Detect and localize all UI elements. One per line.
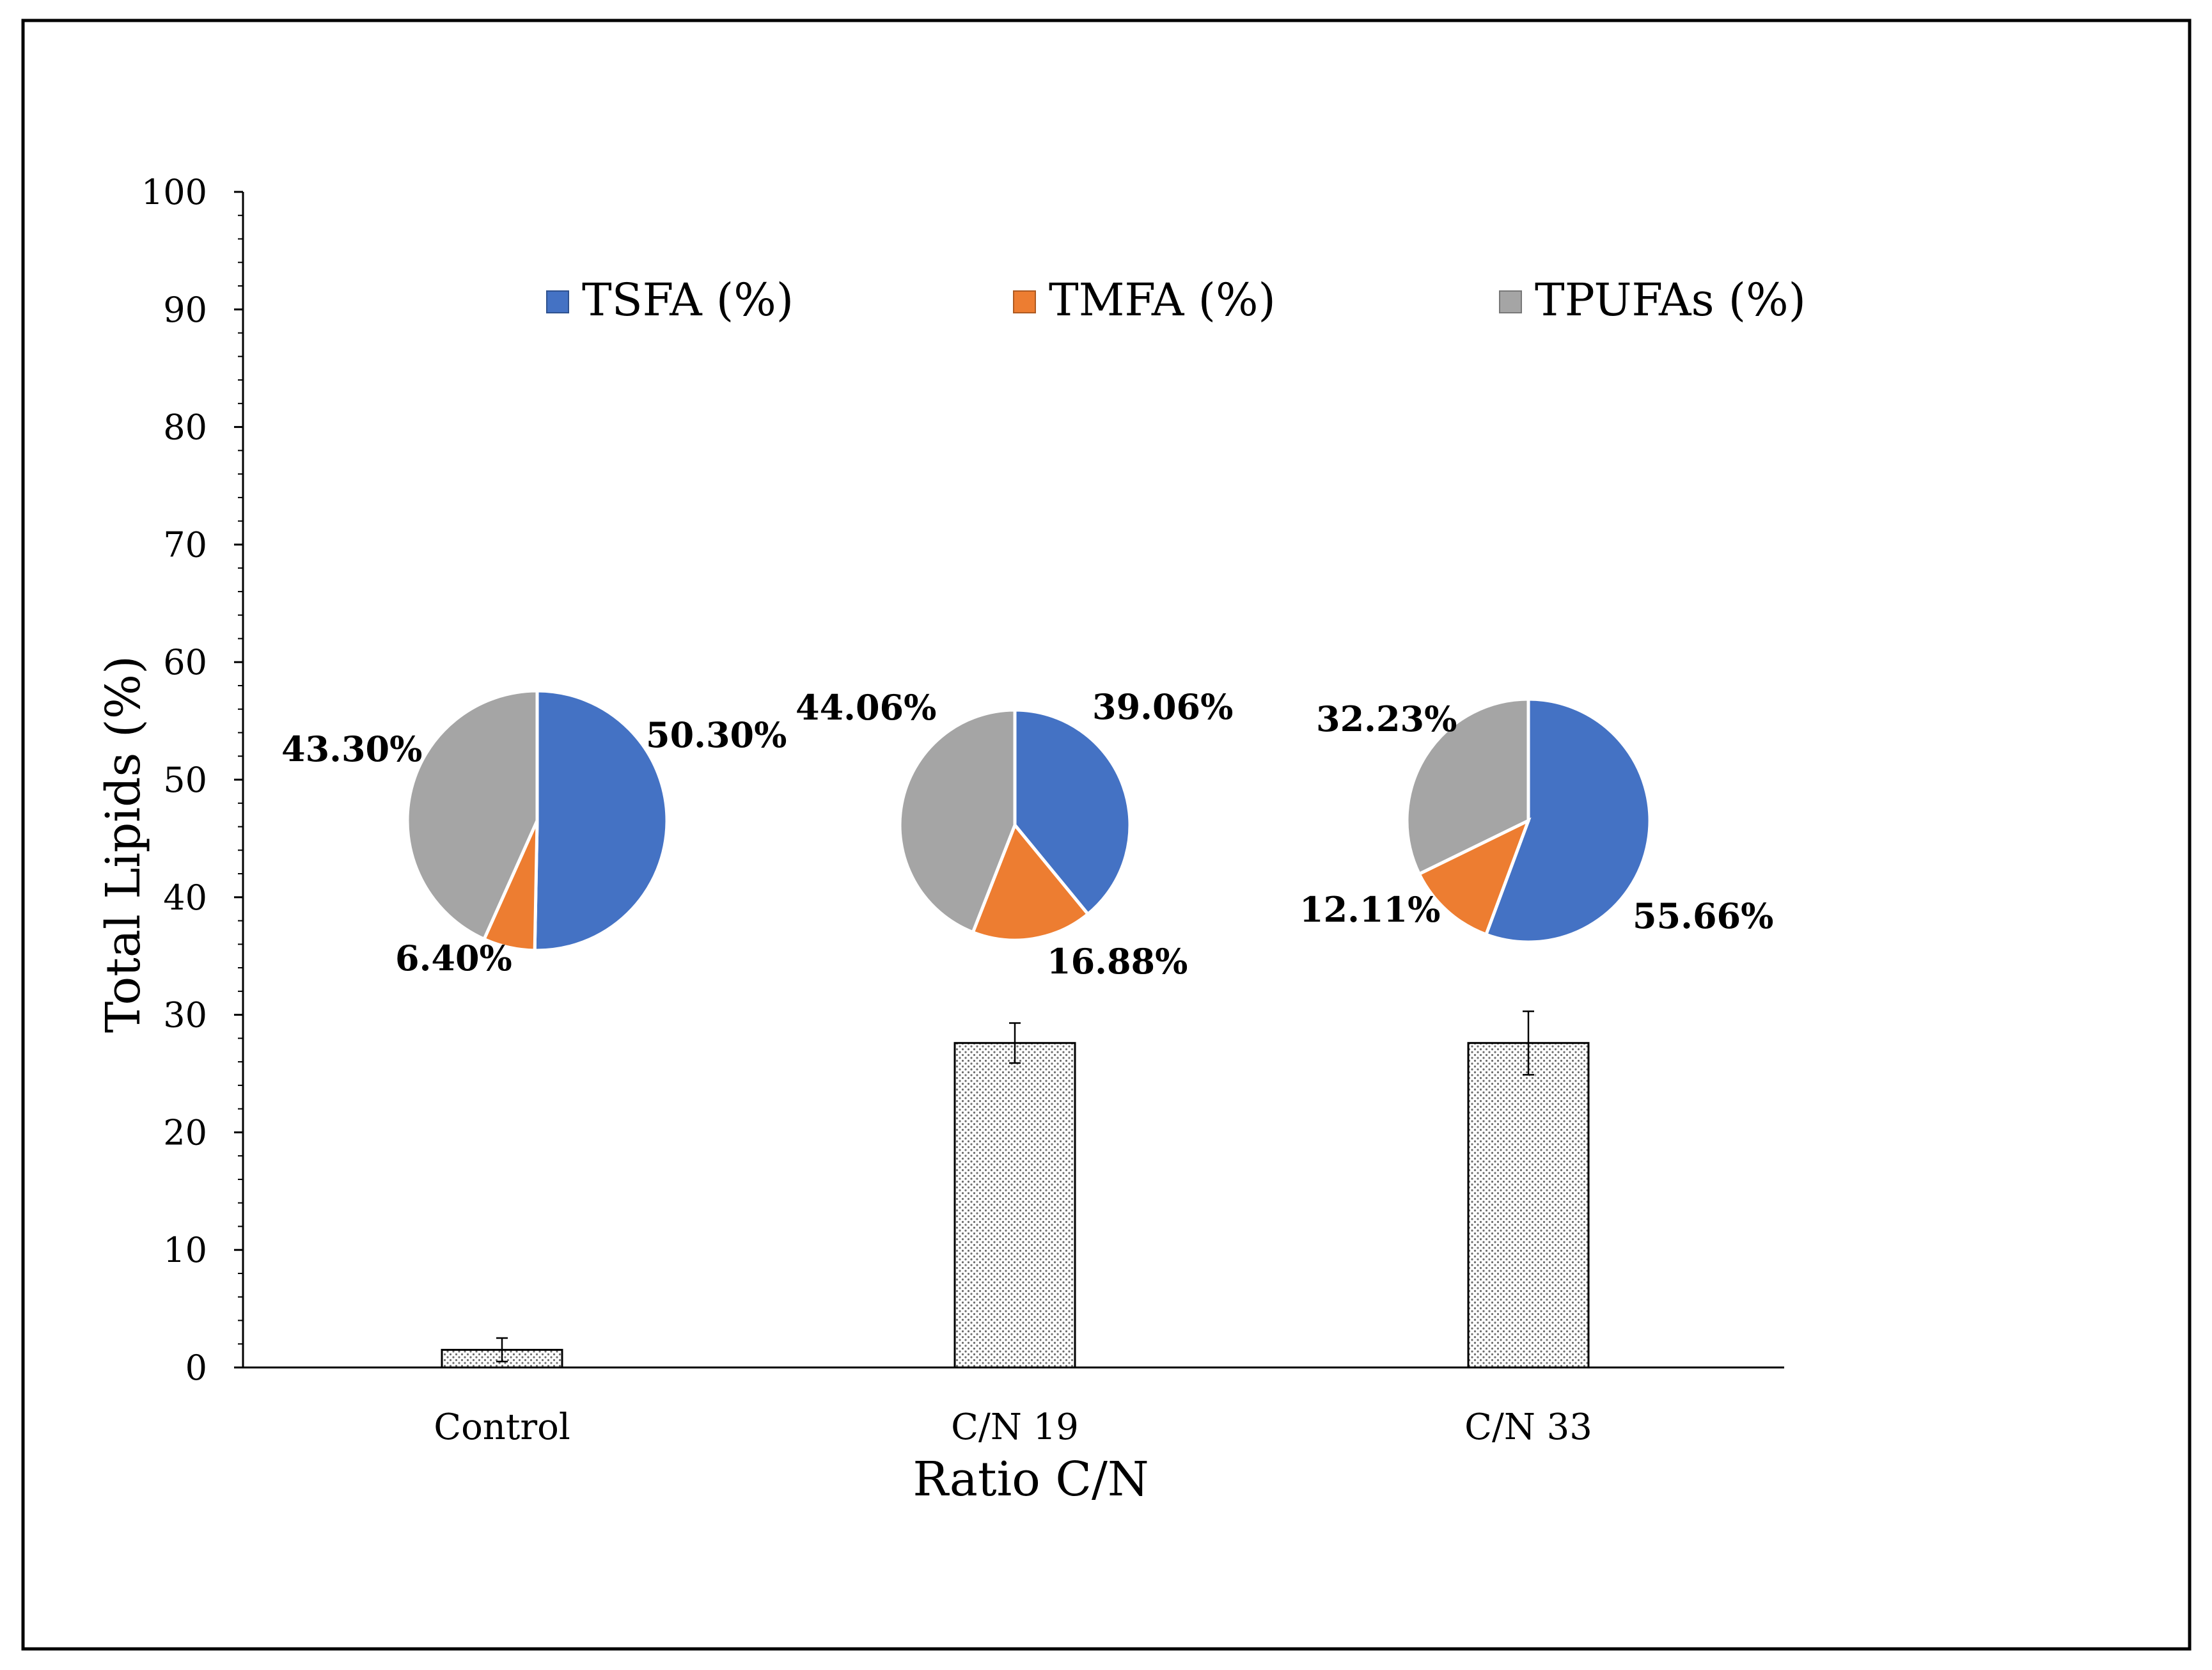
pie-data-label: 12.11% (1299, 889, 1440, 930)
y-tick-label: 90 (163, 290, 207, 330)
legend-label-tsfa: TSFA (%) (582, 274, 794, 326)
x-tick-label: Control (434, 1406, 570, 1448)
y-tick-label: 10 (163, 1230, 207, 1270)
pie-data-label: 55.66% (1633, 895, 1773, 936)
pie-data-label: 44.06% (796, 687, 936, 728)
pie-slice (1013, 708, 1132, 917)
pie-slice (898, 708, 1017, 934)
pie-slice (1405, 697, 1530, 876)
legend-label-tpufas: TPUFAs (%) (1535, 274, 1806, 326)
bars (441, 1010, 1590, 1369)
bar (1467, 1042, 1590, 1369)
x-axis-title: Ratio C/N (913, 1452, 1149, 1507)
bar (953, 1042, 1076, 1369)
pies: 50.30% 6.40% 43.30% 39.06% 16.88% 44.06% 55.66… (281, 686, 1773, 982)
pie-data-label: 6.40% (395, 938, 512, 979)
pie-slice (533, 689, 669, 952)
y-tick-label: 20 (163, 1112, 207, 1153)
y-tick-label: 50 (163, 760, 207, 800)
legend: TSFA (%) TMFA (%) TPUFAs (%) (546, 274, 1806, 326)
legend-swatch-tsfa (546, 290, 569, 313)
legend-swatch-tmfa (1013, 290, 1036, 313)
legend-label-tmfa: TMFA (%) (1049, 274, 1276, 326)
pie-data-label: 50.30% (646, 714, 787, 755)
y-ticks: 0 10 20 30 40 50 60 70 80 90 100 (141, 172, 243, 1388)
pie-chart: 50.30% 6.40% 43.30% (281, 689, 787, 979)
pie-chart: 55.66% 12.11% 32.23% (1299, 697, 1773, 944)
x-tick-label: C/N 19 (951, 1406, 1079, 1448)
pie-data-label: 16.88% (1047, 941, 1188, 982)
pie-slice (1484, 697, 1652, 944)
y-tick-label: 0 (185, 1348, 207, 1388)
pie-data-label: 39.06% (1092, 686, 1233, 727)
y-tick-label: 30 (163, 995, 207, 1036)
y-tick-label: 80 (163, 407, 207, 448)
y-tick-label: 60 (163, 642, 207, 682)
x-tick-labels: Control C/N 19 C/N 33 (434, 1406, 1592, 1448)
pie-slice (405, 689, 539, 941)
legend-swatch-tpufas (1499, 290, 1522, 313)
y-tick-label: 40 (163, 878, 207, 918)
pie-data-label: 32.23% (1316, 698, 1457, 739)
x-tick-label: C/N 33 (1464, 1406, 1592, 1448)
pie-data-label: 43.30% (281, 729, 422, 769)
y-tick-label: 70 (163, 524, 207, 565)
pie-slice (971, 822, 1090, 942)
y-tick-label: 100 (141, 172, 207, 212)
pie-slice (1416, 817, 1532, 937)
figure-frame (21, 19, 2192, 1651)
pie-chart: 39.06% 16.88% 44.06% (796, 686, 1233, 982)
y-axis-title: Total Lipids (%) (96, 656, 151, 1033)
